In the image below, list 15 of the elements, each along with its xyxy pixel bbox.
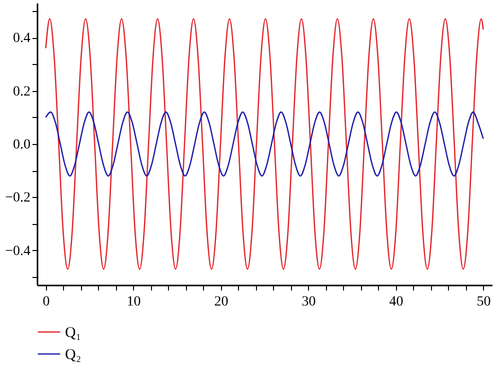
x-tick-label: 10 (126, 294, 141, 310)
y-tick-label: 0.0 (13, 138, 30, 152)
legend-label: Q₂ (65, 347, 82, 363)
x-tick-label: 50 (476, 294, 491, 310)
x-tick-label: 20 (214, 294, 228, 310)
x-tick-label: 30 (302, 294, 316, 310)
line-series (45, 111, 484, 177)
legend-label: Q₁ (65, 325, 82, 341)
y-tick-label: −0.4 (5, 244, 30, 259)
y-tick-label: −0.2 (5, 190, 30, 206)
y-tick-label: 0.4 (13, 31, 30, 46)
x-tick-label: 40 (389, 294, 404, 310)
line-series (45, 18, 484, 270)
y-tick-label: 0.2 (13, 84, 30, 100)
x-tick-label: 0 (42, 294, 50, 310)
